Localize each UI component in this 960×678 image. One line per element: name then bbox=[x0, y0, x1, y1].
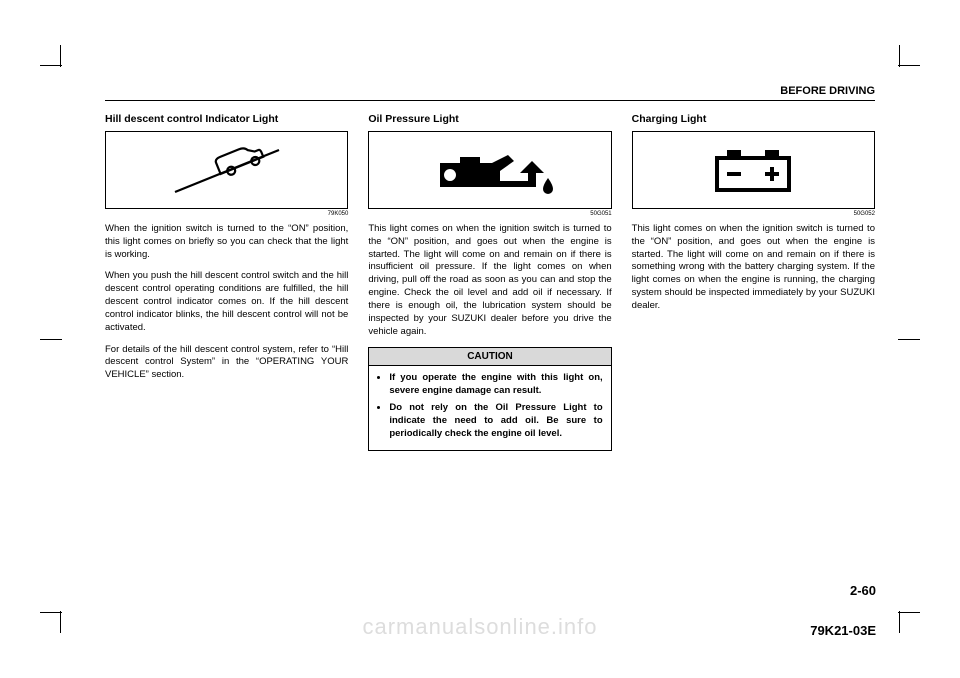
col2-figure bbox=[368, 131, 611, 209]
oil-pressure-icon bbox=[420, 143, 560, 198]
page-content: BEFORE DRIVING Hill descent control Indi… bbox=[105, 85, 875, 451]
caution-bullet-1: If you operate the engine with this ligh… bbox=[389, 372, 602, 398]
caution-bullet-2: Do not rely on the Oil Pressure Light to… bbox=[389, 402, 602, 440]
col1-title: Hill descent control Indicator Light bbox=[105, 113, 348, 125]
col2-fig-id: 50G051 bbox=[368, 211, 611, 217]
doc-code: 79K21-03E bbox=[810, 623, 876, 638]
column-charging: Charging Light 50G052 This light comes o… bbox=[632, 113, 875, 451]
hill-descent-icon bbox=[167, 140, 287, 200]
section-header: BEFORE DRIVING bbox=[105, 85, 875, 101]
col1-p2: When you push the hill descent control s… bbox=[105, 270, 348, 334]
columns: Hill descent control Indicator Light 79K… bbox=[105, 113, 875, 451]
caution-box: CAUTION If you operate the engine with t… bbox=[368, 347, 611, 451]
col2-title: Oil Pressure Light bbox=[368, 113, 611, 125]
col3-p1: This light comes on when the ignition sw… bbox=[632, 223, 875, 313]
caution-title: CAUTION bbox=[369, 348, 610, 366]
column-hill-descent: Hill descent control Indicator Light 79K… bbox=[105, 113, 348, 451]
col3-figure bbox=[632, 131, 875, 209]
col1-p1: When the ignition switch is turned to th… bbox=[105, 223, 348, 261]
col3-fig-id: 50G052 bbox=[632, 211, 875, 217]
col1-fig-id: 79K050 bbox=[105, 211, 348, 217]
col1-figure bbox=[105, 131, 348, 209]
page-number: 2-60 bbox=[850, 583, 876, 598]
charging-icon bbox=[703, 140, 803, 200]
caution-body: If you operate the engine with this ligh… bbox=[369, 366, 610, 450]
col2-p1: This light comes on when the ignition sw… bbox=[368, 223, 611, 338]
column-oil-pressure: Oil Pressure Light 50G051 This light com… bbox=[368, 113, 611, 451]
col1-p3: For details of the hill descent control … bbox=[105, 344, 348, 382]
col3-title: Charging Light bbox=[632, 113, 875, 125]
